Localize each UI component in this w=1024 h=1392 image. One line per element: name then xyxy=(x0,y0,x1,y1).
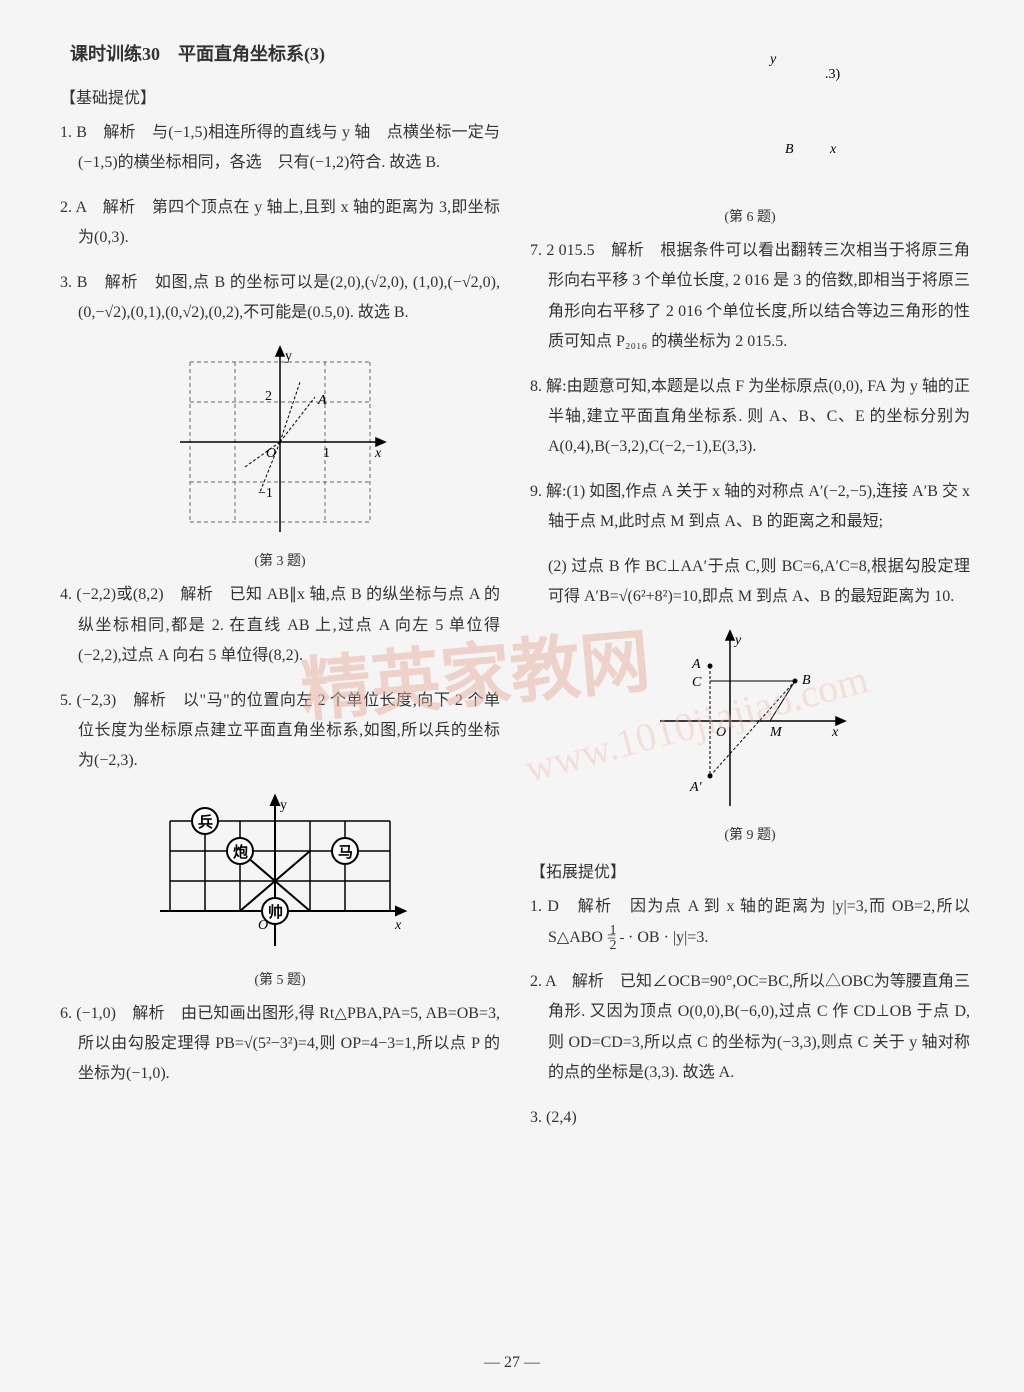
svg-text:y: y xyxy=(733,633,742,648)
right-column: y .3) B x (第 6 题) 7. 2 015.5 解析 根据条件可以看出… xyxy=(530,40,970,1147)
svg-text:帅: 帅 xyxy=(268,903,283,921)
svg-text:A′: A′ xyxy=(689,780,703,795)
svg-text:y: y xyxy=(280,798,287,813)
extend-q1: 1. D 解析 因为点 A 到 x 轴的距离为 |y|=3,而 OB=2,所以 … xyxy=(530,892,970,953)
fig6-3: .3) xyxy=(825,67,841,82)
svg-text:A: A xyxy=(317,393,327,408)
svg-text:x: x xyxy=(374,446,382,461)
svg-text:A: A xyxy=(691,657,701,672)
left-column: 课时训练30 平面直角坐标系(3) 【基础提优】 1. B 解析 与(−1,5)… xyxy=(60,40,500,1147)
fig6-x: x xyxy=(829,142,837,157)
figure-3: y 2 A O 1 x −1 xyxy=(60,342,500,542)
question-7: 7. 2 015.5 解析 根据条件可以看出翻转三次相当于将原三角形向右平移 3… xyxy=(530,236,970,358)
question-2: 2. A 解析 第四个顶点在 y 轴上,且到 x 轴的距离为 3,即坐标为(0,… xyxy=(60,193,500,254)
fig6-y: y xyxy=(768,52,777,67)
figure-3-svg: y 2 A O 1 x −1 xyxy=(170,342,390,542)
svg-text:O: O xyxy=(258,918,268,933)
question-9b: (2) 过点 B 作 BC⊥AA′于点 C,则 BC=6,A′C=8,根据勾股定… xyxy=(530,552,970,613)
svg-text:−1: −1 xyxy=(258,486,273,501)
question-3: 3. B 解析 如图,点 B 的坐标可以是(2,0),(√2,0), (1,0)… xyxy=(60,268,500,329)
svg-text:马: 马 xyxy=(338,844,353,861)
question-5: 5. (−2,3) 解析 以"马"的位置向左 2 个单位长度,向下 2 个单位长… xyxy=(60,686,500,777)
svg-text:1: 1 xyxy=(323,446,330,461)
figure-5-svg: 兵 炮 马 帅 y x O xyxy=(150,791,410,961)
question-1: 1. B 解析 与(−1,5)相连所得的直线与 y 轴 点横坐标一定与(−1,5… xyxy=(60,118,500,179)
svg-text:x: x xyxy=(831,725,839,740)
figure-5: 兵 炮 马 帅 y x O xyxy=(60,791,500,961)
lesson-title: 课时训练30 平面直角坐标系(3) xyxy=(60,40,500,66)
question-6: 6. (−1,0) 解析 由已知画出图形,得 Rt△PBA,PA=5, AB=O… xyxy=(60,999,500,1090)
question-8: 8. 解:由题意可知,本题是以点 F 为坐标原点(0,0), FA 为 y 轴的… xyxy=(530,372,970,463)
caption-5: (第 5 题) xyxy=(60,969,500,989)
frac-top: 1 xyxy=(620,924,624,939)
page-number: — 27 — xyxy=(0,1354,1024,1372)
extend-q2: 2. A 解析 已知∠OCB=90°,OC=BC,所以△OBC为等腰直角三角形.… xyxy=(530,967,970,1089)
fig6-B: B xyxy=(785,142,794,157)
caption-6: (第 6 题) xyxy=(530,206,970,226)
extend-q1-b: · OB · |y|=3. xyxy=(628,929,708,946)
svg-text:B: B xyxy=(802,673,811,688)
caption-9: (第 9 题) xyxy=(530,824,970,844)
figure-9: y A C B O M x A′ xyxy=(530,626,970,816)
svg-text:M: M xyxy=(769,725,783,740)
svg-text:x: x xyxy=(394,918,402,933)
question-9a: 9. 解:(1) 如图,作点 A 关于 x 轴的对称点 A′(−2,−5),连接… xyxy=(530,477,970,538)
svg-text:O: O xyxy=(266,446,276,461)
svg-text:2: 2 xyxy=(265,389,272,404)
caption-3: (第 3 题) xyxy=(60,550,500,570)
section-extend: 【拓展提优】 xyxy=(530,858,970,882)
figure-9-svg: y A C B O M x A′ xyxy=(650,626,850,816)
svg-text:兵: 兵 xyxy=(198,813,213,831)
fraction-half: 1 2 xyxy=(620,924,624,953)
svg-text:C: C xyxy=(692,675,702,690)
page-content: 课时训练30 平面直角坐标系(3) 【基础提优】 1. B 解析 与(−1,5)… xyxy=(60,40,984,1147)
question-4: 4. (−2,2)或(8,2) 解析 已知 AB∥x 轴,点 B 的纵坐标与点 … xyxy=(60,580,500,671)
section-basic: 【基础提优】 xyxy=(60,84,500,108)
frac-bot: 2 xyxy=(620,939,624,953)
figure-6: y .3) B x xyxy=(530,48,970,198)
extend-q3: 3. (2,4) xyxy=(530,1103,970,1133)
extend-q1-a: 1. D 解析 因为点 A 到 x 轴的距离为 |y|=3,而 OB=2,所以 … xyxy=(530,898,970,945)
svg-text:O: O xyxy=(716,725,726,740)
fig3-label-y: y xyxy=(285,349,292,364)
figure-6-svg: y .3) B x xyxy=(650,48,850,198)
svg-text:炮: 炮 xyxy=(233,843,248,861)
